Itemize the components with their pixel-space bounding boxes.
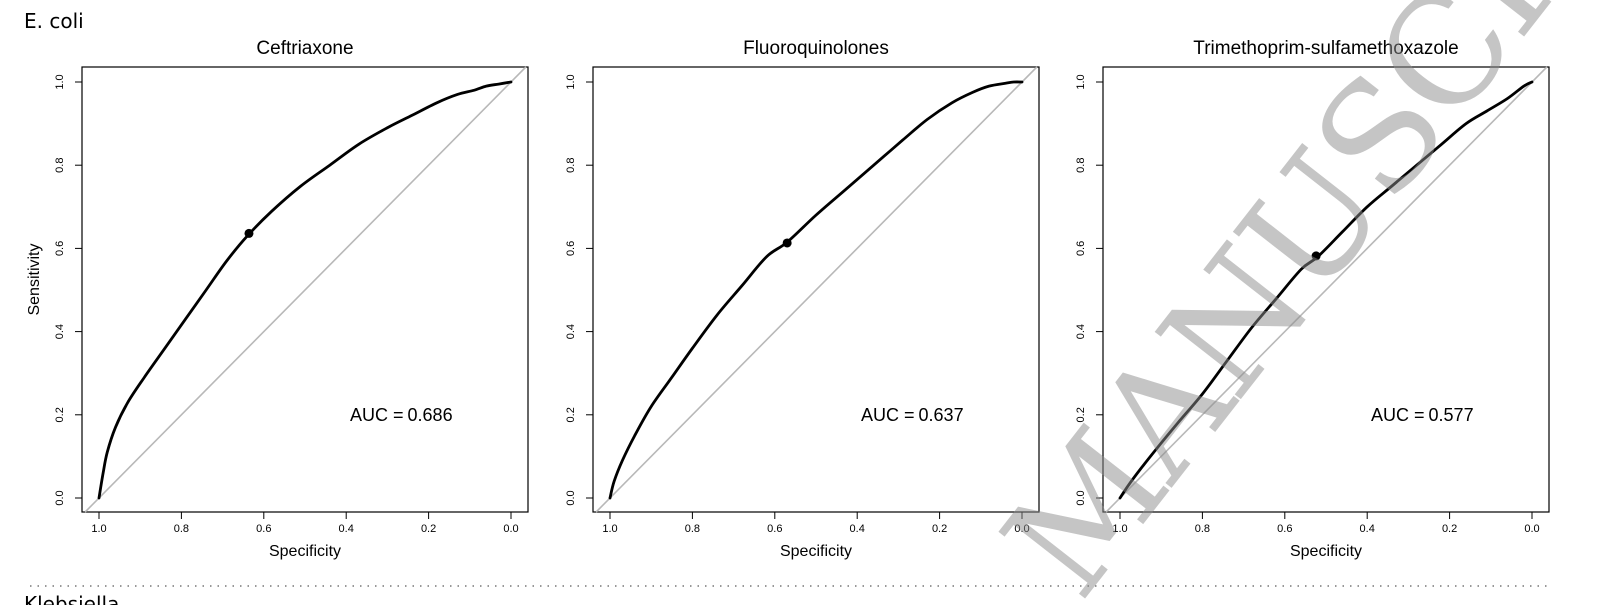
x-tick-label: 0.2 xyxy=(1442,523,1457,535)
y-tick-label: 0.8 xyxy=(54,158,66,173)
x-tick-label: 0.4 xyxy=(339,523,354,535)
y-axis-title: Sensitivity xyxy=(26,243,43,315)
roc-curve xyxy=(97,80,513,500)
roc-panel-3: Trimethoprim-sulfamethoxazole 1.0 0.8 0.6 0.… xyxy=(1075,38,1550,560)
threshold-point xyxy=(782,238,792,248)
x-tick-label: 0.8 xyxy=(685,523,700,535)
auc-label: AUC = xyxy=(1371,405,1425,425)
x-tick-label: 0.0 xyxy=(1014,523,1029,535)
auc-value: 0.686 xyxy=(408,405,453,425)
y-tick-label: 0.4 xyxy=(1075,324,1087,339)
x-tick-label: 1.0 xyxy=(91,523,106,535)
x-tick-label: 0.4 xyxy=(850,523,865,535)
x-tick-label: 1.0 xyxy=(602,523,617,535)
reference-diagonal xyxy=(84,66,527,513)
y-tick-label: 0.6 xyxy=(1075,241,1087,256)
y-tick-label: 0.6 xyxy=(54,241,66,256)
y-tick-label: 1.0 xyxy=(1075,74,1087,89)
auc-label: AUC = xyxy=(350,405,404,425)
plot-frame xyxy=(1102,66,1550,513)
panel-title: Ceftriaxone xyxy=(256,38,353,59)
x-tick-label: 0.6 xyxy=(767,523,782,535)
auc-annotation: AUC = 0.686 xyxy=(350,405,453,425)
y-tick-label: 0.2 xyxy=(565,407,577,422)
y-tick-label: 0.2 xyxy=(54,407,66,422)
y-tick-label: 0.4 xyxy=(565,324,577,339)
x-tick-label: 0.4 xyxy=(1360,523,1375,535)
x-tick-label: 0.2 xyxy=(421,523,436,535)
auc-value: 0.577 xyxy=(1429,405,1474,425)
y-tick-label: 0.0 xyxy=(54,490,66,505)
y-tick-label: 0.0 xyxy=(1075,490,1087,505)
y-tick-label: 0.2 xyxy=(1075,407,1087,422)
x-tick-label: 0.0 xyxy=(1524,523,1539,535)
y-tick-label: 0.8 xyxy=(1075,158,1087,173)
x-tick-label: 0.6 xyxy=(256,523,271,535)
y-tick-label: 0.4 xyxy=(54,324,66,339)
roc-panel-2: Fluoroquinolones 1.0 0.8 0.6 0.4 0.2 0.0 0.0 0.2… xyxy=(565,38,1040,560)
threshold-point xyxy=(1311,251,1321,261)
threshold-point xyxy=(244,228,254,238)
reference-diagonal xyxy=(1105,66,1548,513)
y-tick-label: 0.0 xyxy=(565,490,577,505)
panel-title: Trimethoprim-sulfamethoxazole xyxy=(1193,38,1458,59)
panel-title: Fluoroquinolones xyxy=(743,38,889,59)
y-tick-label: 1.0 xyxy=(54,74,66,89)
plot-frame xyxy=(81,66,529,513)
x-tick-label: 0.2 xyxy=(932,523,947,535)
auc-label: AUC = xyxy=(861,405,915,425)
next-section-title: Klebsiella xyxy=(24,592,119,605)
x-tick-label: 0.8 xyxy=(1195,523,1210,535)
x-axis-title: Specificity xyxy=(269,543,341,560)
x-axis-title: Specificity xyxy=(1290,543,1362,560)
reference-diagonal xyxy=(595,66,1038,513)
x-tick-label: 1.0 xyxy=(1112,523,1127,535)
roc-curve xyxy=(608,80,1024,500)
x-tick-label: 0.6 xyxy=(1277,523,1292,535)
roc-panel-1: Ceftriaxone 1.0 0.8 0.6 0.4 0.2 0.0 0.0 0.2 0.4 0.… xyxy=(26,38,529,560)
auc-annotation: AUC = 0.577 xyxy=(1371,405,1474,425)
watermark-text: MANUSCRIPT xyxy=(971,0,1600,605)
auc-annotation: AUC = 0.637 xyxy=(861,405,964,425)
y-tick-label: 1.0 xyxy=(565,74,577,89)
auc-value: 0.637 xyxy=(919,405,964,425)
watermark: MANUSCRIPT xyxy=(971,0,1600,605)
plot-frame xyxy=(592,66,1040,513)
x-tick-label: 0.8 xyxy=(174,523,189,535)
y-tick-label: 0.6 xyxy=(565,241,577,256)
x-tick-label: 0.0 xyxy=(503,523,518,535)
x-axis-title: Specificity xyxy=(780,543,852,560)
y-tick-label: 0.8 xyxy=(565,158,577,173)
section-title: E. coli xyxy=(24,9,84,33)
